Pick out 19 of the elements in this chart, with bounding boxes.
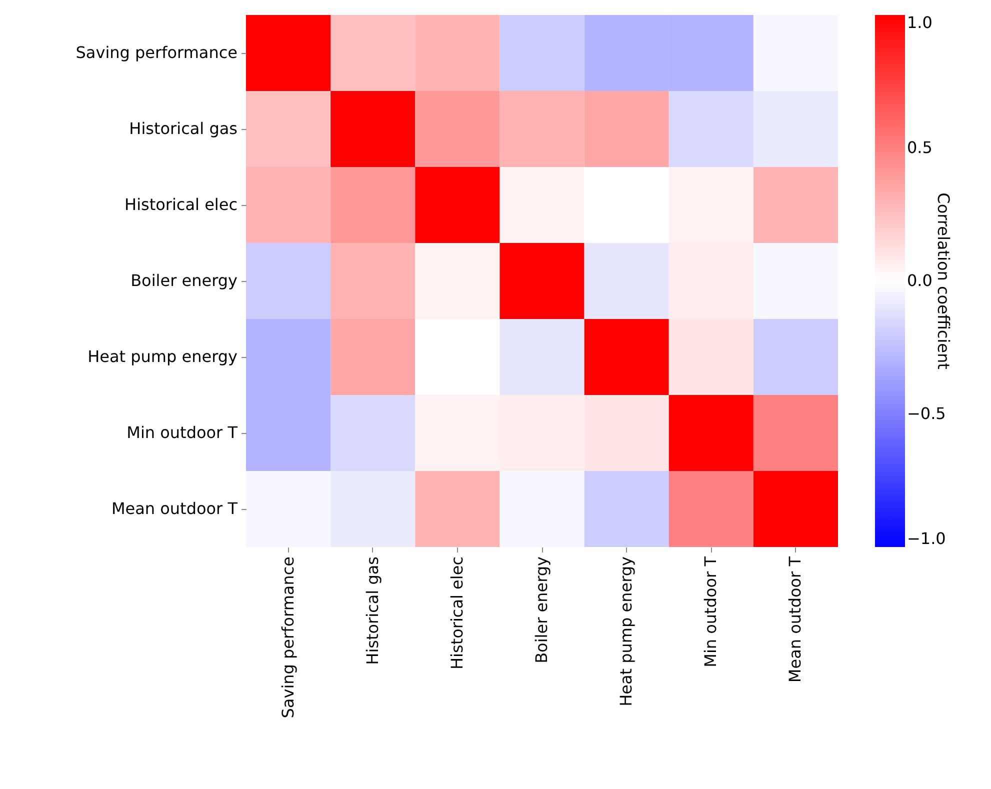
y-tick-label: Boiler energy — [130, 271, 238, 290]
y-tick-label: Saving performance — [76, 43, 238, 62]
y-tick-label: Historical gas — [129, 119, 238, 138]
y-tick-label: Heat pump energy — [88, 347, 238, 366]
color-bar-label: 0.5 — [907, 138, 932, 157]
x-tick-label: Mean outdoor T — [786, 556, 805, 683]
y-tick-label: Historical elec — [124, 195, 238, 214]
color-bar-label: −1.0 — [907, 529, 946, 548]
x-tick-label: Heat pump energy — [616, 556, 636, 706]
color-bar-label: −0.5 — [907, 404, 946, 423]
color-bar-title: Correlation coefficient — [934, 192, 953, 370]
y-tick-label: Min outdoor T — [126, 423, 238, 442]
x-tick-label: Historical gas — [362, 556, 382, 665]
x-tick-label: Boiler energy — [532, 556, 551, 664]
color-bar-label: 1.0 — [907, 13, 932, 32]
y-tick-label: Mean outdoor T — [111, 499, 238, 518]
color-bar-label: 0.0 — [907, 271, 932, 290]
x-tick-label: Historical elec — [447, 556, 466, 670]
x-tick-label: Min outdoor T — [701, 556, 720, 668]
